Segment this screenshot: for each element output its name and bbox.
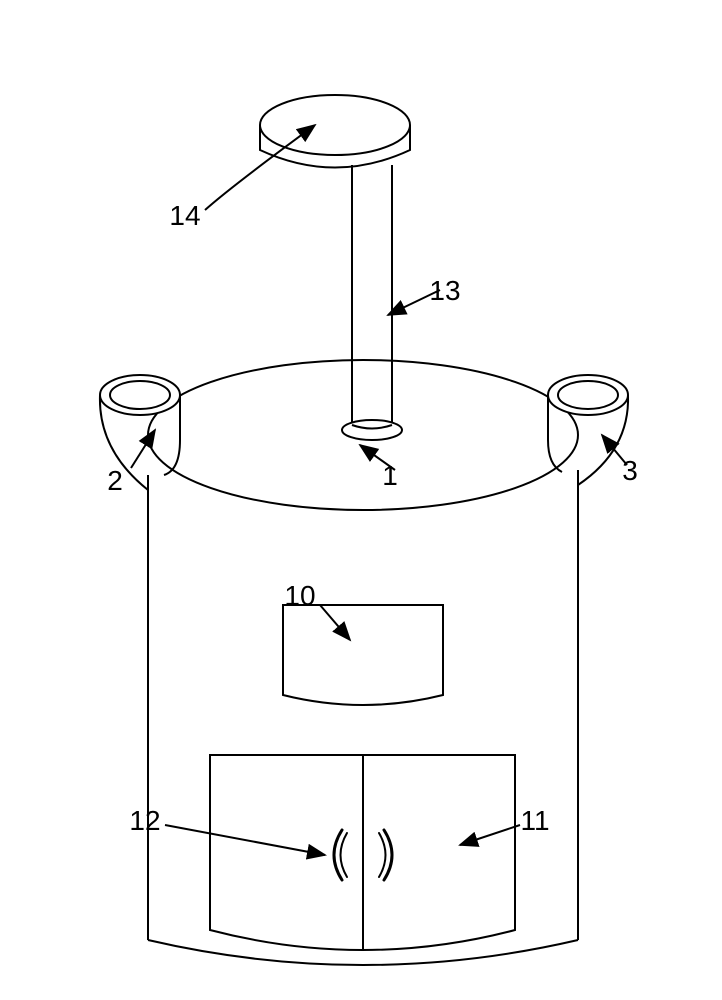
technical-diagram: 1231011121314 [0, 0, 722, 1000]
top-cap [260, 95, 410, 168]
leader-line-11 [460, 825, 520, 845]
label-13: 13 [429, 275, 460, 306]
leader-line-12 [165, 825, 325, 855]
label-12: 12 [129, 805, 160, 836]
viewing-window [283, 605, 443, 705]
label-14: 14 [169, 200, 200, 231]
label-2: 2 [107, 465, 123, 496]
label-11: 11 [520, 805, 549, 836]
label-10: 10 [284, 580, 315, 611]
doors [210, 755, 515, 950]
leader-line-10 [320, 605, 350, 640]
label-3: 3 [622, 455, 638, 486]
label-1: 1 [382, 460, 398, 491]
